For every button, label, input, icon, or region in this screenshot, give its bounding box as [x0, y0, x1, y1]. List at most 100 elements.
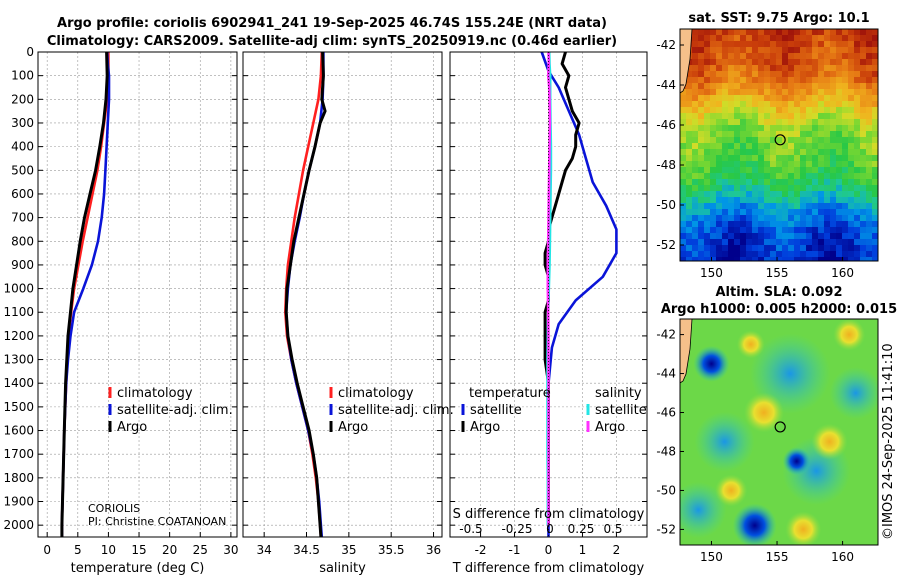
- sst-cell: [818, 179, 825, 186]
- sst-cell: [692, 29, 699, 36]
- sst-cell: [806, 53, 813, 60]
- map-y-tick-label: -52: [656, 522, 676, 536]
- sst-cell: [758, 209, 765, 216]
- sst-cell: [860, 173, 867, 180]
- sst-cell: [848, 59, 855, 66]
- sst-cell: [860, 77, 867, 84]
- sst-cell: [746, 227, 753, 234]
- sst-cell: [764, 167, 771, 174]
- sst-cell: [830, 257, 837, 261]
- sst-cell: [860, 59, 867, 66]
- sst-cell: [758, 221, 765, 228]
- sst-cell: [716, 47, 723, 54]
- sst-cell: [866, 167, 873, 174]
- sst-cell: [872, 251, 878, 258]
- sst-cell: [806, 35, 813, 42]
- sst-cell: [788, 221, 795, 228]
- sst-cell: [860, 137, 867, 144]
- depth-tick-label: 1900: [3, 495, 34, 509]
- sst-cell: [746, 101, 753, 108]
- sst-cell: [764, 209, 771, 216]
- sst-cell: [818, 59, 825, 66]
- sst-cell: [722, 185, 729, 192]
- sst-cell: [818, 41, 825, 48]
- sst-cell: [698, 71, 705, 78]
- sst-cell: [782, 167, 789, 174]
- sst-cell: [812, 35, 819, 42]
- sst-cell: [818, 245, 825, 252]
- sst-cell: [692, 35, 699, 42]
- sst-cell: [698, 257, 705, 261]
- sst-cell: [722, 161, 729, 168]
- sst-cell: [728, 221, 735, 228]
- sst-cell: [752, 95, 759, 102]
- sst-cell: [854, 197, 861, 204]
- sst-cell: [752, 131, 759, 138]
- secondary-tick-label: -0.25: [501, 522, 532, 536]
- sst-cell: [752, 203, 759, 210]
- sst-cell: [722, 47, 729, 54]
- sst-cell: [770, 107, 777, 114]
- sst-cell: [710, 227, 717, 234]
- sst-cell: [788, 149, 795, 156]
- sst-cell: [848, 215, 855, 222]
- sst-cell: [788, 113, 795, 120]
- depth-tick-label: 1400: [3, 376, 34, 390]
- sst-cell: [818, 89, 825, 96]
- sst-cell: [818, 209, 825, 216]
- sst-cell: [806, 179, 813, 186]
- legend-t-argo-label: Argo: [470, 420, 500, 435]
- sst-cell: [770, 35, 777, 42]
- sst-cell: [734, 173, 741, 180]
- sst-cell: [794, 101, 801, 108]
- depth-tick-label: 900: [11, 258, 34, 272]
- sst-cell: [704, 221, 711, 228]
- sst-cell: [782, 179, 789, 186]
- sst-cell: [818, 47, 825, 54]
- sst-cell: [770, 155, 777, 162]
- sst-cell: [830, 233, 837, 240]
- sst-cell: [734, 239, 741, 246]
- sst-cell: [758, 53, 765, 60]
- sst-cell: [764, 239, 771, 246]
- sst-cell: [854, 95, 861, 102]
- sst-cell: [716, 113, 723, 120]
- sst-cell: [800, 95, 807, 102]
- sst-cell: [770, 95, 777, 102]
- sst-cell: [866, 29, 873, 36]
- sst-cell: [734, 107, 741, 114]
- secondary-axis-label: S difference from climatology: [453, 507, 645, 522]
- sst-cell: [866, 215, 873, 222]
- sst-cell: [710, 209, 717, 216]
- sst-cell: [842, 233, 849, 240]
- sla-anomaly: [680, 481, 727, 538]
- series-line-climatology: [60, 52, 110, 537]
- sst-cell: [812, 137, 819, 144]
- sst-cell: [860, 257, 867, 261]
- sst-cell: [836, 59, 843, 66]
- sst-cell: [740, 233, 747, 240]
- sst-cell: [812, 245, 819, 252]
- sst-cell: [830, 239, 837, 246]
- sst-cell: [824, 233, 831, 240]
- series-line-climatology: [283, 51, 324, 538]
- sst-cell: [692, 143, 699, 150]
- sst-cell: [740, 35, 747, 42]
- sst-cell: [704, 185, 711, 192]
- sst-cell: [836, 113, 843, 120]
- sst-cell: [692, 161, 699, 168]
- sst-cell: [776, 227, 783, 234]
- sst-cell: [818, 173, 825, 180]
- sst-cell: [716, 155, 723, 162]
- sst-cell: [710, 215, 717, 222]
- sst-cell: [752, 59, 759, 66]
- sst-cell: [788, 209, 795, 216]
- sla-anomaly: [694, 411, 755, 472]
- sst-cell: [860, 101, 867, 108]
- sst-cell: [686, 113, 693, 120]
- sst-cell: [722, 119, 729, 126]
- sst-cell: [770, 227, 777, 234]
- sst-cell: [866, 251, 873, 258]
- sst-cell: [872, 203, 878, 210]
- sst-cell: [824, 167, 831, 174]
